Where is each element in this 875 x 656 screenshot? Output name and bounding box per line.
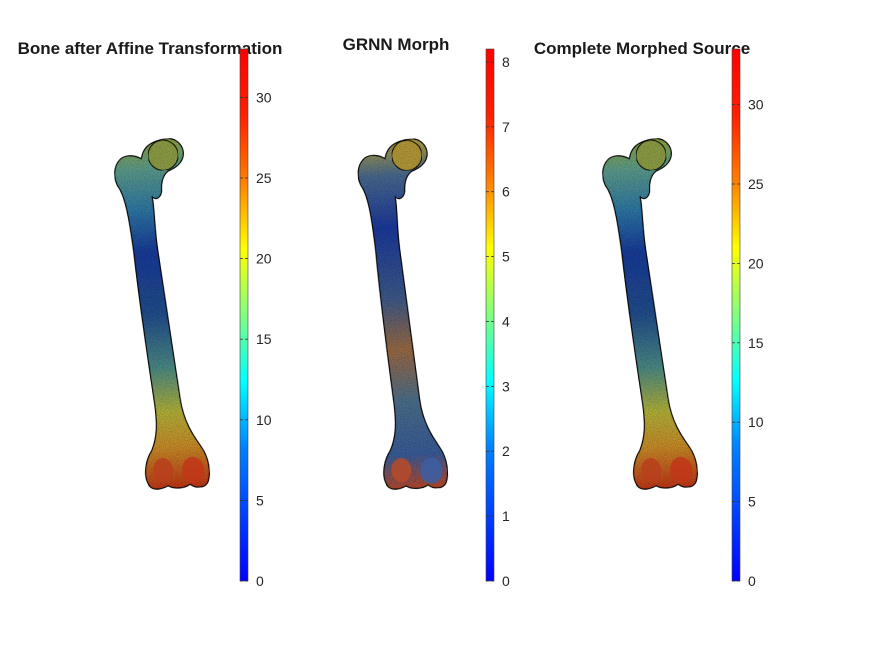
panel-title: Bone after Affine Transformation [18, 39, 283, 58]
colorbar-tick-label: 0 [256, 573, 264, 589]
panel-3: Complete Morphed Source 0 5 10 15 20 25 30 [534, 39, 764, 589]
panel-1: Bone after Affine Transformation 0 5 10 15 2… [18, 39, 283, 589]
colorbar-tick-label: 1 [502, 508, 510, 524]
panel-title: GRNN Morph [343, 35, 450, 54]
panel-2: GRNN Morph 0 1 2 3 4 5 6 7 8 [343, 35, 510, 589]
femur-mesh [111, 136, 211, 493]
colorbar-tick-label: 20 [748, 255, 764, 271]
colorbar-tick-label: 0 [748, 573, 756, 589]
colorbar-tick-label: 8 [502, 54, 510, 70]
colorbar-tick-label: 25 [748, 176, 764, 192]
colorbar-tick-label: 30 [256, 89, 272, 105]
colorbar-tick-label: 20 [256, 251, 272, 267]
colorbar-tick-label: 15 [748, 335, 764, 351]
colorbar-tick-label: 5 [502, 249, 510, 265]
colorbar-tick-label: 5 [256, 492, 264, 508]
colorbar-tick-label: 5 [748, 494, 756, 510]
colorbar-tick-label: 7 [502, 119, 510, 135]
colorbar: 0 5 10 15 20 25 30 [239, 48, 272, 589]
colorbar-tick-label: 10 [256, 412, 272, 428]
colorbar-tick-label: 25 [256, 170, 272, 186]
colorbar-tick-label: 30 [748, 97, 764, 113]
panel-title: Complete Morphed Source [534, 39, 750, 58]
colorbar-tick-label: 4 [502, 313, 510, 329]
colorbar-tick-label: 15 [256, 331, 272, 347]
colorbar-tick-label: 3 [502, 378, 510, 394]
colorbar: 0 1 2 3 4 5 6 7 8 [485, 48, 510, 589]
colorbar-tick-label: 2 [502, 443, 510, 459]
colorbar: 0 5 10 15 20 25 30 [731, 48, 764, 589]
colorbar-tick-label: 10 [748, 414, 764, 430]
femur-mesh [355, 137, 449, 492]
colorbar-tick-label: 6 [502, 184, 510, 200]
colorbar-tick-label: 0 [502, 573, 510, 589]
femur-mesh [599, 136, 699, 493]
